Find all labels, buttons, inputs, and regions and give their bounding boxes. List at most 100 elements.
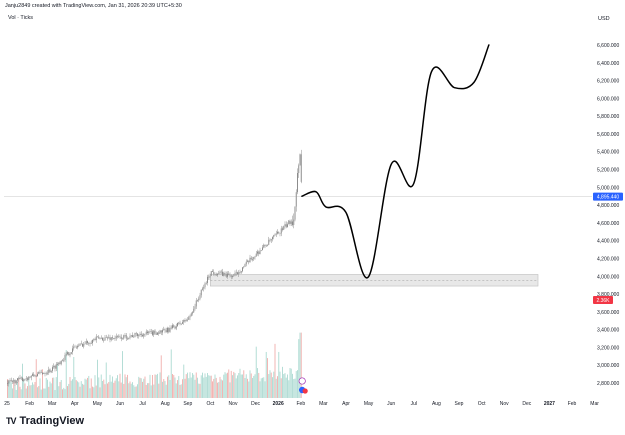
x-tick-label: May bbox=[93, 401, 103, 407]
currency-label[interactable]: USD bbox=[598, 16, 610, 22]
volume-bar bbox=[188, 378, 190, 398]
volume-bar bbox=[18, 378, 20, 398]
candle-body bbox=[24, 378, 26, 380]
volume-bar bbox=[268, 374, 270, 398]
volume-bar bbox=[280, 378, 282, 398]
volume-bar bbox=[37, 387, 38, 398]
candle-body bbox=[288, 220, 290, 225]
x-tick-label: Feb bbox=[296, 401, 305, 407]
volume-bar bbox=[185, 374, 187, 398]
volume-bar bbox=[129, 381, 131, 398]
volume-bar bbox=[294, 378, 296, 398]
x-tick-label: Jul bbox=[411, 401, 417, 407]
candle-body bbox=[64, 355, 66, 361]
candle-body bbox=[95, 336, 97, 341]
candle-body bbox=[264, 244, 266, 246]
last-price-badge-text: 4,895.440 bbox=[597, 195, 619, 201]
candle-body bbox=[25, 378, 27, 379]
volume-bar bbox=[75, 380, 77, 398]
candle-body bbox=[213, 271, 215, 275]
symbol-legend[interactable]: Vol · Ticks bbox=[8, 15, 34, 21]
volume-bar bbox=[9, 381, 11, 398]
candle-body bbox=[78, 345, 80, 347]
candle-body bbox=[185, 320, 187, 322]
volume-bar bbox=[263, 377, 265, 398]
candle-body bbox=[130, 335, 132, 337]
volume-bar bbox=[32, 382, 33, 398]
candle-body bbox=[278, 231, 280, 233]
y-axis[interactable]: 6,600.000 6,400.000 6,200.000 6,000.000 5,80… bbox=[597, 43, 619, 387]
volume-bar bbox=[194, 379, 196, 398]
candle-body bbox=[115, 336, 117, 339]
candle-body bbox=[165, 330, 167, 333]
candle-body bbox=[9, 380, 11, 381]
x-tick-label: Feb bbox=[568, 401, 577, 407]
candle-body bbox=[168, 327, 170, 332]
volume-bar bbox=[124, 374, 126, 398]
candle-body bbox=[183, 319, 185, 323]
candle-body bbox=[227, 273, 228, 277]
volume-bar bbox=[99, 387, 101, 398]
volume-bar bbox=[68, 383, 70, 398]
candle-body bbox=[138, 335, 140, 336]
volume-bar bbox=[155, 374, 157, 398]
y-tick-label: 4,600.000 bbox=[597, 221, 619, 227]
x-tick-label: Jun bbox=[116, 401, 124, 407]
candle-body bbox=[299, 154, 301, 166]
candle-body bbox=[27, 378, 28, 380]
tradingview-logo-text: TradingView bbox=[19, 415, 85, 427]
candle-body bbox=[55, 364, 57, 369]
volume-bar bbox=[83, 384, 85, 398]
candle-body bbox=[42, 372, 43, 374]
candle-body bbox=[197, 300, 198, 301]
candle-body bbox=[69, 354, 71, 356]
candle-body bbox=[160, 330, 162, 333]
candle-body bbox=[112, 337, 113, 339]
candle-body bbox=[108, 337, 110, 339]
volume-bar bbox=[108, 382, 110, 398]
volume-bar bbox=[93, 387, 95, 398]
volume-bar bbox=[33, 384, 35, 398]
candle-body bbox=[200, 289, 202, 296]
candle-body bbox=[143, 334, 145, 337]
y-tick-label: 5,800.000 bbox=[597, 114, 619, 120]
candle-body bbox=[248, 260, 250, 263]
volume-bar bbox=[128, 383, 130, 398]
volume-badge bbox=[593, 296, 613, 304]
candle-body bbox=[157, 332, 158, 335]
candle-body bbox=[7, 383, 8, 384]
volume-bar bbox=[134, 386, 136, 398]
candle-body bbox=[195, 300, 197, 307]
y-tick-label: 6,200.000 bbox=[597, 79, 619, 85]
volume-bar bbox=[15, 389, 17, 398]
volume-bar bbox=[150, 385, 152, 398]
volume-bar bbox=[167, 376, 168, 398]
candle-body bbox=[287, 224, 288, 227]
volume-bar bbox=[215, 377, 217, 398]
candle-body bbox=[74, 346, 76, 348]
candle-body bbox=[177, 322, 178, 327]
volume-bar bbox=[223, 374, 225, 398]
volume-bar bbox=[147, 383, 148, 398]
y-tick-label: 3,400.000 bbox=[597, 328, 619, 334]
x-tick-label: Apr bbox=[342, 401, 350, 407]
candle-body bbox=[79, 343, 81, 346]
x-axis[interactable]: 25 Feb Mar Apr May Jun Jul Aug Sep Oct Nov Dec 2026 F… bbox=[4, 401, 599, 407]
candle-body bbox=[137, 333, 138, 336]
volume-bar bbox=[148, 383, 150, 398]
tradingview-logo[interactable]: TV TradingView bbox=[6, 415, 84, 427]
candle-body bbox=[10, 380, 12, 382]
candle-body bbox=[147, 331, 148, 334]
volume-bar bbox=[173, 375, 175, 398]
volume-bar bbox=[39, 378, 41, 398]
candle-body bbox=[164, 329, 166, 331]
candle-body bbox=[163, 329, 165, 331]
volume-bar bbox=[59, 381, 61, 398]
candle-body bbox=[98, 336, 100, 339]
volume-bar bbox=[253, 375, 255, 398]
volume-bar bbox=[133, 385, 135, 398]
candle-body bbox=[142, 335, 143, 337]
volume-bar bbox=[295, 371, 297, 398]
x-tick-label: Mar bbox=[319, 401, 328, 407]
